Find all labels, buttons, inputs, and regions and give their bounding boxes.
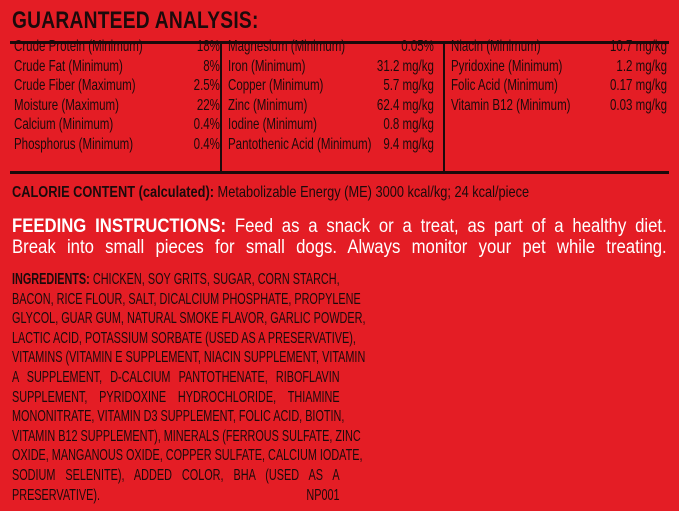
ingredients-text: LACTIC ACID, POTASSIUM SORBATE (USED AS … xyxy=(12,329,356,347)
analysis-column-2: Magnesium (Minimum) 0.05% Iron (Minimum) 31… xyxy=(228,37,434,155)
analysis-column-1: Crude Protein (Minimum) 18% Crude Fat (Min… xyxy=(14,37,220,155)
nutrient-label: Pyridoxine (Minimum) xyxy=(451,57,563,75)
nutrient-label: Iodine (Minimum) xyxy=(228,116,317,134)
analysis-row: Niacin (Minimum) 10.7 mg/kg xyxy=(451,37,667,57)
nutrient-label: Crude Protein (Minimum) xyxy=(14,38,143,55)
nutrient-label: Crude Fiber (Maximum) xyxy=(14,77,136,95)
ingredients-text: MONONITRATE, VITAMIN D3 SUPPLEMENT, FOLI… xyxy=(12,408,345,426)
nutrient-value: 0.03 mg/kg xyxy=(610,96,667,114)
ingredients-line: BACON, RICE FLOUR, SALT, DICALCIUM PHOSP… xyxy=(12,290,361,310)
nutrient-label: Phosphorus (Minimum) xyxy=(14,135,134,153)
table-top-rule xyxy=(10,41,669,44)
nutrient-label: Folic Acid (Minimum) xyxy=(451,77,558,95)
nutrient-label: Moisture (Maximum) xyxy=(14,96,119,114)
analysis-row: Calcium (Minimum) 0.4% xyxy=(14,115,220,135)
ingredients-text: SUPPLEMENT, PYRIDOXINE HYDROCHLORIDE, TH… xyxy=(12,388,340,406)
nutrient-label: Copper (Minimum) xyxy=(228,77,324,95)
ingredients-label: INGREDIENTS: xyxy=(12,271,90,288)
nutrient-value: 8% xyxy=(203,57,220,75)
ingredients-line: VITAMIN B12 SUPPLEMENT), MINERALS (FERRO… xyxy=(12,427,361,447)
ingredients-text: VITAMINS (VITAMIN E SUPPLEMENT, NIACIN S… xyxy=(12,349,366,367)
nutrient-value: 10.7 mg/kg xyxy=(610,38,667,55)
ingredients-text: GLYCOL, GUAR GUM, NATURAL SMOKE FLAVOR, … xyxy=(12,310,366,328)
column-divider xyxy=(220,44,222,172)
analysis-row: Folic Acid (Minimum) 0.17 mg/kg xyxy=(451,76,667,96)
nutrient-value: 18% xyxy=(196,38,220,55)
nutrient-label: Magnesium (Minimum) xyxy=(228,38,346,55)
nutrient-label: Zinc (Minimum) xyxy=(228,96,308,114)
column-divider xyxy=(443,44,445,172)
calorie-content: CALORIE CONTENT (calculated): Metaboliza… xyxy=(12,184,529,202)
nutrient-label: Calcium (Minimum) xyxy=(14,116,114,134)
nutrient-label: Iron (Minimum) xyxy=(228,57,306,75)
table-bottom-rule xyxy=(10,171,669,174)
ingredients-text: SODIUM SELENITE), ADDED COLOR, BHA (USED… xyxy=(12,466,340,484)
nutrient-value: 0.4% xyxy=(193,116,220,134)
ingredients-line: PRESERVATIVE). NP001 xyxy=(12,486,340,506)
feeding-line-1: Feed as a snack or a treat, as part of a… xyxy=(226,216,667,237)
analysis-row: Magnesium (Minimum) 0.05% xyxy=(228,37,434,57)
ingredients-text: BACON, RICE FLOUR, SALT, DICALCIUM PHOSP… xyxy=(12,290,361,308)
ingredients-line: LACTIC ACID, POTASSIUM SORBATE (USED AS … xyxy=(12,329,356,349)
ingredients-text: A SUPPLEMENT, D-CALCIUM PANTOTHENATE, RI… xyxy=(12,368,340,386)
ingredients: INGREDIENTS: CHICKEN, SOY GRITS, SUGAR, … xyxy=(12,270,365,506)
ingredients-line: VITAMINS (VITAMIN E SUPPLEMENT, NIACIN S… xyxy=(12,348,365,368)
analysis-row: Crude Fiber (Maximum) 2.5% xyxy=(14,76,220,96)
analysis-row: Pyridoxine (Minimum) 1.2 mg/kg xyxy=(451,57,667,77)
analysis-row: Vitamin B12 (Minimum) 0.03 mg/kg xyxy=(451,96,667,116)
analysis-row: Zinc (Minimum) 62.4 mg/kg xyxy=(228,96,434,116)
nutrient-value: 2.5% xyxy=(193,77,220,95)
ingredients-line: INGREDIENTS: CHICKEN, SOY GRITS, SUGAR, … xyxy=(12,270,340,290)
ingredients-line: GLYCOL, GUAR GUM, NATURAL SMOKE FLAVOR, … xyxy=(12,309,365,329)
analysis-row: Iodine (Minimum) 0.8 mg/kg xyxy=(228,115,434,135)
nutrient-value: 31.2 mg/kg xyxy=(376,57,434,75)
nutrient-label: Niacin (Minimum) xyxy=(451,38,541,55)
analysis-row: Pantothenic Acid (Minimum) 9.4 mg/kg xyxy=(228,135,434,155)
calorie-text: Metabolizable Energy (ME) 3000 kcal/kg; … xyxy=(213,184,530,201)
ingredients-line: MONONITRATE, VITAMIN D3 SUPPLEMENT, FOLI… xyxy=(12,407,344,427)
analysis-column-3: Niacin (Minimum) 10.7 mg/kg Pyridoxine (Mi… xyxy=(451,37,667,115)
ingredients-text: PRESERVATIVE). NP001 xyxy=(12,486,340,504)
nutrient-value: 0.8 mg/kg xyxy=(383,116,434,134)
analysis-row: Phosphorus (Minimum) 0.4% xyxy=(14,135,220,155)
calorie-label: CALORIE CONTENT (calculated): xyxy=(12,184,214,201)
nutrient-value: 9.4 mg/kg xyxy=(383,135,434,153)
feeding-label: FEEDING INSTRUCTIONS: xyxy=(12,216,227,237)
nutrient-value: 5.7 mg/kg xyxy=(383,77,434,95)
analysis-row: Iron (Minimum) 31.2 mg/kg xyxy=(228,57,434,77)
ingredients-line: OXIDE, MANGANOUS OXIDE, COPPER SULFATE, … xyxy=(12,446,362,466)
nutrient-label: Pantothenic Acid (Minimum) xyxy=(228,135,372,153)
nutrient-label: Vitamin B12 (Minimum) xyxy=(451,96,571,114)
nutrient-value: 0.05% xyxy=(401,38,434,55)
nutrient-value: 62.4 mg/kg xyxy=(376,96,434,114)
ingredients-text: OXIDE, MANGANOUS OXIDE, COPPER SULFATE, … xyxy=(12,447,363,465)
nutrient-value: 0.17 mg/kg xyxy=(610,77,667,95)
feeding-line-2: Break into small pieces for small dogs. … xyxy=(12,237,667,258)
nutrient-label: Crude Fat (Minimum) xyxy=(14,57,123,75)
nutrient-value: 0.4% xyxy=(193,135,220,153)
nutrient-value: 22% xyxy=(196,96,220,114)
analysis-row: Moisture (Maximum) 22% xyxy=(14,96,220,116)
guaranteed-analysis-title: GUARANTEED ANALYSIS: xyxy=(12,7,259,34)
ingredients-text: CHICKEN, SOY GRITS, SUGAR, CORN STARCH, xyxy=(89,271,340,288)
ingredients-line: A SUPPLEMENT, D-CALCIUM PANTOTHENATE, RI… xyxy=(12,368,340,388)
nutrient-value: 1.2 mg/kg xyxy=(616,57,667,75)
analysis-row: Crude Fat (Minimum) 8% xyxy=(14,57,220,77)
ingredients-text: VITAMIN B12 SUPPLEMENT), MINERALS (FERRO… xyxy=(12,427,361,445)
analysis-row: Crude Protein (Minimum) 18% xyxy=(14,37,220,57)
ingredients-line: SUPPLEMENT, PYRIDOXINE HYDROCHLORIDE, TH… xyxy=(12,388,340,408)
analysis-row: Copper (Minimum) 5.7 mg/kg xyxy=(228,76,434,96)
ingredients-line: SODIUM SELENITE), ADDED COLOR, BHA (USED… xyxy=(12,466,340,486)
feeding-instructions: FEEDING INSTRUCTIONS: Feed as a snack or… xyxy=(12,216,667,258)
